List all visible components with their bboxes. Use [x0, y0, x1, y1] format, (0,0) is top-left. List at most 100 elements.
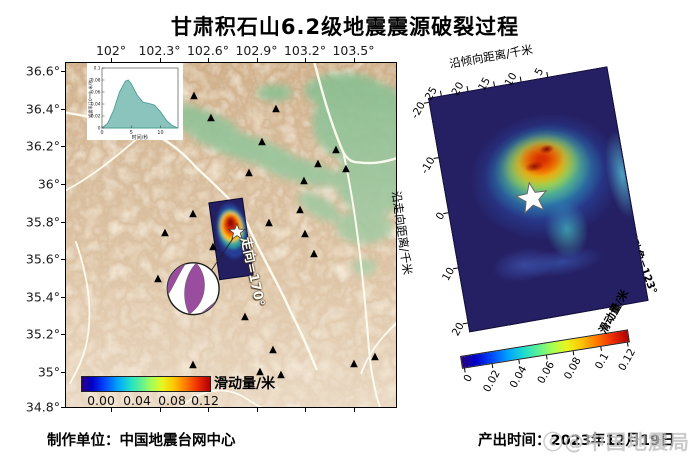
map-x-tick-mark	[305, 407, 306, 412]
map-x-tick-label: 102.6°	[186, 43, 230, 58]
station-triangle-icon: ▲	[310, 248, 318, 259]
map-y-tick-label: 35.4°	[25, 289, 60, 305]
watermark: ⓒ@中国地震局	[543, 430, 690, 454]
stf-x-tick-label: 10	[157, 130, 163, 136]
slip-colorbar-tick-mark	[626, 342, 629, 347]
map-y-tick-mark	[61, 372, 66, 373]
station-triangle-icon: ▲	[189, 359, 197, 370]
station-triangle-icon: ▲	[207, 112, 215, 123]
focal-mechanism-beachball	[166, 262, 220, 316]
stf-curve	[100, 79, 179, 129]
map-y-tick-mark	[61, 334, 66, 335]
station-triangle-icon: ▲	[272, 103, 280, 114]
epicenter-star-icon	[228, 222, 246, 240]
slip-left-tick-label: 20	[449, 320, 467, 339]
map-x-tick-mark	[353, 407, 355, 412]
map-x-tick-label: 102°	[95, 43, 127, 58]
stf-ylabel: 矩震率(10¹⁸牛·米/秒)	[87, 78, 94, 118]
beachball-connector-line	[210, 233, 237, 272]
station-triangle-icon: ▲	[209, 241, 217, 252]
map-x-tick-mark	[159, 58, 161, 63]
map-colorbar-tick-label: 0.12	[191, 393, 219, 408]
map-y-tick-label: 36.6°	[25, 63, 60, 79]
map-y-tick-mark	[61, 146, 66, 147]
map-y-tick-label: 35.6°	[25, 251, 60, 267]
map-x-tick-mark	[208, 407, 209, 412]
stf-plot: 0 0.02 0.04 0.06 0.08 0.1 0 5 10 矩震率(10¹⁸牛·米/秒) 时间…	[87, 66, 179, 141]
slip-colorbar: 0 0.02 0.04 0.06 0.08 0.1 0.12 滑动量/米	[460, 288, 638, 394]
map-x-tick-label: 102.9°	[235, 43, 278, 58]
slip-colorbar-tick-mark	[545, 355, 548, 360]
map-y-tick-label: 36.4°	[25, 101, 60, 117]
slip-left-tick-label: -20	[409, 99, 428, 121]
slip-colorbar-tick-mark	[518, 359, 520, 364]
map-y-tick-mark	[61, 71, 66, 72]
station-triangle-icon: ▲	[296, 204, 304, 215]
station-triangle-icon: ▲	[332, 144, 340, 155]
stf-y-tick-label: 0.1	[94, 66, 101, 72]
slip-colorbar-tick-mark	[599, 346, 602, 351]
map-x-tick-mark	[111, 58, 112, 63]
station-triangle-icon: ▲	[154, 273, 162, 284]
station-triangle-icon: ▲	[190, 90, 198, 101]
stf-y-tick-label: 0.02	[91, 114, 101, 120]
map-x-tick-mark	[256, 407, 258, 412]
stf-x-tick-label: 0	[100, 130, 103, 136]
slip-colorbar-tick-label: 0.1	[592, 350, 611, 372]
map-colorbar-label: 滑动量/米	[214, 376, 276, 392]
map-colorbar-tick-label: 0.00	[87, 393, 115, 408]
station-triangle-icon: ▲	[277, 369, 285, 380]
slip-colorbar-tick-label: 0	[461, 372, 476, 385]
map-x-tick-mark	[208, 58, 209, 63]
station-triangle-icon: ▲	[161, 227, 169, 238]
slip-colorbar-tick-mark	[572, 351, 575, 356]
slip-distribution-panel: 25 20 15 10 5 -20 -10 0 10 20	[409, 66, 649, 338]
station-triangle-icon: ▲	[265, 217, 273, 228]
station-triangle-icon: ▲	[350, 358, 358, 369]
station-triangle-icon: ▲	[258, 136, 266, 147]
map-colorbar	[81, 376, 211, 392]
map-y-tick-mark	[61, 259, 66, 260]
epicenter-map: 102° 102.3° 102.6° 102.9° 103.2° 103.5° 36.6°…	[26, 43, 397, 415]
map-y-tick-mark	[61, 297, 66, 298]
station-triangle-icon: ▲	[301, 228, 309, 239]
station-triangle-icon: ▲	[300, 175, 308, 186]
map-colorbar-tick-label: 0.04	[123, 393, 151, 408]
slip-top-tick-mark	[519, 76, 522, 82]
station-triangle-icon: ▲	[342, 163, 350, 174]
station-triangle-icon: ▲	[245, 167, 253, 178]
map-y-tick-mark	[61, 221, 66, 223]
station-triangle-icon: ▲	[241, 311, 249, 322]
slip-colorbar-tick-label: 0.12	[616, 346, 639, 373]
output-time: 产出时间：2023年12月19日	[478, 433, 675, 449]
map-y-tick-label: 35°	[37, 364, 60, 380]
slip-top-tick-mark	[493, 81, 495, 87]
map-x-tick-mark	[256, 58, 258, 63]
station-triangle-icon: ▲	[371, 351, 379, 362]
slip-colorbar-tick-mark	[464, 368, 466, 373]
stf-y-tick-label: 0	[98, 126, 101, 132]
slip-left-tick-label: 10	[440, 265, 458, 284]
slip-colorbar-tick-label: 0.08	[561, 355, 584, 382]
slip-colorbar-tick-label: 0.02	[480, 368, 503, 395]
slip-top-tick-mark	[546, 71, 549, 77]
map-x-tick-mark	[159, 407, 161, 412]
map-y-tick-label: 36°	[37, 176, 60, 192]
map-x-tick-mark	[111, 407, 112, 412]
stf-y-tick-label: 0.08	[91, 78, 101, 84]
station-triangle-icon: ▲	[314, 158, 322, 169]
station-triangle-icon: ▲	[189, 208, 197, 219]
station-triangle-icon: ▲	[269, 344, 277, 355]
slip-colorbar-tick-label: 0.06	[534, 359, 557, 386]
source-time-function-inset: 0 0.02 0.04 0.06 0.08 0.1 0 5 10 矩震率(10¹⁸牛·米/秒) 时间…	[87, 63, 183, 141]
map-x-tick-label: 102.3°	[138, 43, 181, 58]
slip-left-tick-label: -10	[418, 155, 438, 176]
stf-y-tick-label: 0.06	[91, 90, 101, 96]
map-y-tick-label: 36.2°	[25, 138, 60, 154]
slip-colorbar-tick-label: 0.04	[507, 363, 530, 391]
hypocenter-star-icon	[514, 181, 548, 215]
map-y-tick-label: 35.2°	[25, 326, 60, 342]
map-x-tick-mark	[305, 58, 306, 63]
slip-colorbar-tick-mark	[491, 364, 493, 369]
